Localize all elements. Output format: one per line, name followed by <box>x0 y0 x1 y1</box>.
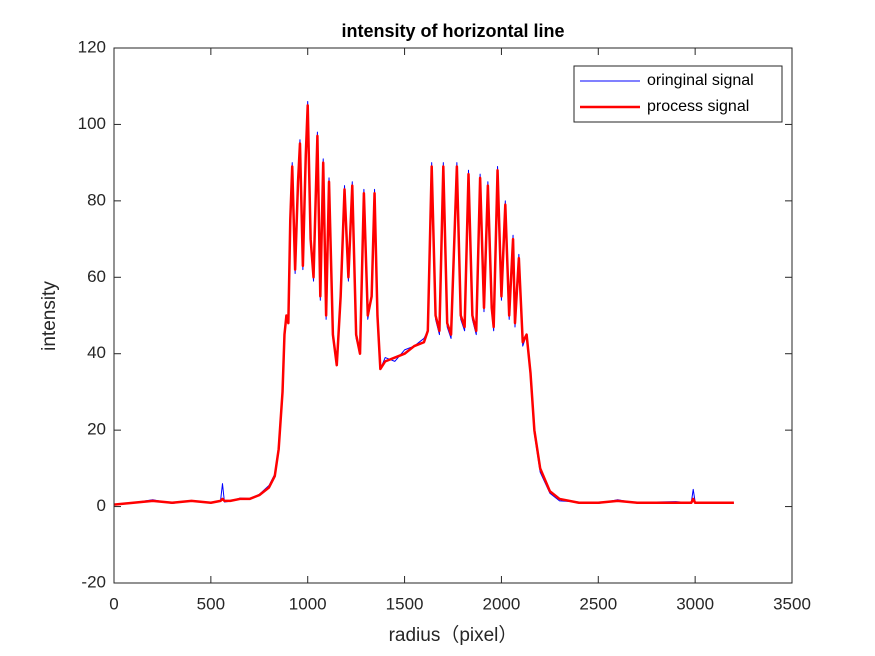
y-tick-label: 0 <box>97 496 106 515</box>
x-tick-label: 500 <box>197 594 225 613</box>
legend-label: process signal <box>647 98 749 115</box>
x-tick-label: 2000 <box>483 594 521 613</box>
y-axis-label: intensity <box>39 281 60 351</box>
legend-box <box>573 65 783 123</box>
x-tick-label: 0 <box>109 594 118 613</box>
y-tick-label: -20 <box>81 572 106 591</box>
y-tick-label: 80 <box>87 190 106 209</box>
y-tick-label: 60 <box>87 267 106 286</box>
chart-title: intensity of horizontal line <box>341 21 564 41</box>
y-tick-label: 100 <box>78 114 106 133</box>
legend-label: oringinal signal <box>647 72 754 89</box>
x-axis-label: radius（pixel） <box>389 624 518 646</box>
x-tick-label: 3000 <box>676 594 714 613</box>
data-line <box>113 104 734 506</box>
y-tick-label: 20 <box>87 420 106 439</box>
plot-frame <box>113 47 793 584</box>
x-tick-label: 3500 <box>773 594 811 613</box>
y-tick-label: 120 <box>78 37 106 56</box>
legend: oringinal signal process signal <box>573 65 783 123</box>
x-tick-label: 2500 <box>579 594 617 613</box>
x-tick-label: 1000 <box>289 594 327 613</box>
y-tick-label: 40 <box>87 343 106 362</box>
x-tick-label: 1500 <box>386 594 424 613</box>
